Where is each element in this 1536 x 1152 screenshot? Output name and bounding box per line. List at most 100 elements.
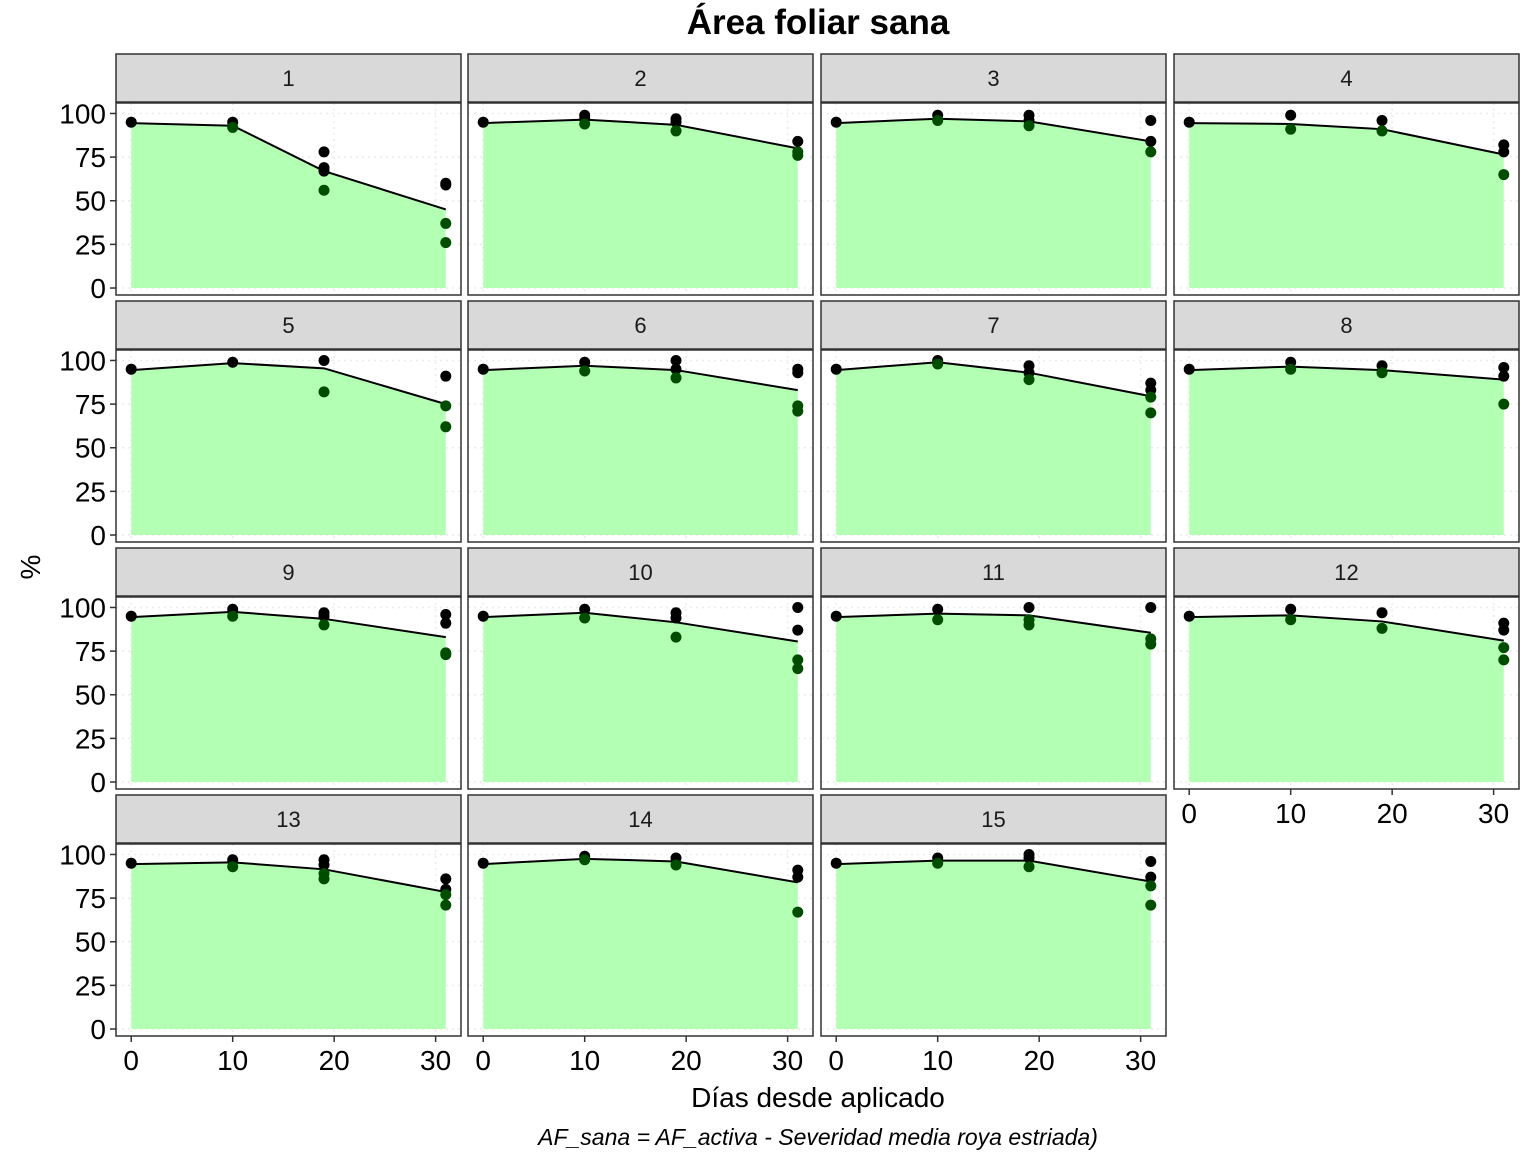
facet-panel-5: 5 xyxy=(115,300,462,543)
panel-border xyxy=(820,843,1167,1037)
facet-strip xyxy=(467,794,814,844)
area-fill xyxy=(836,860,1151,1030)
y-tick-label: 75 xyxy=(75,883,106,914)
facet-strip-label: 2 xyxy=(634,66,646,91)
mean-line xyxy=(131,122,447,211)
data-point xyxy=(440,899,452,911)
data-point xyxy=(440,179,452,191)
data-point xyxy=(227,356,239,368)
area-fill xyxy=(131,862,446,1030)
facet-strip-label: 14 xyxy=(628,807,652,832)
data-point xyxy=(579,356,591,368)
x-tick-label: 10 xyxy=(217,1045,248,1076)
facet-panel-11: 11 xyxy=(820,547,1167,790)
y-tick-label: 0 xyxy=(90,273,106,304)
data-point xyxy=(227,861,239,873)
data-point xyxy=(1023,120,1035,132)
data-point xyxy=(932,614,944,626)
facet-strip-label: 15 xyxy=(981,807,1005,832)
mean-line xyxy=(836,361,1151,398)
facet-strip-label: 5 xyxy=(282,313,294,338)
data-point xyxy=(1023,374,1035,386)
data-point xyxy=(1145,114,1157,126)
facet-strip-label: 12 xyxy=(1334,560,1358,585)
data-point xyxy=(318,619,330,631)
data-point xyxy=(318,386,330,398)
facet-strip xyxy=(467,547,814,597)
mean-line xyxy=(131,362,447,406)
data-point xyxy=(1376,607,1388,619)
facet-panel-12: 12 xyxy=(1173,547,1520,790)
y-tick-label: 0 xyxy=(90,520,106,551)
data-point xyxy=(1023,619,1035,631)
facet-panel-15: 15 xyxy=(820,794,1167,1037)
data-point xyxy=(1498,624,1510,636)
area-fill xyxy=(483,612,798,783)
facet-panel-3: 3 xyxy=(820,53,1167,296)
data-point xyxy=(1145,871,1157,883)
data-point xyxy=(1285,123,1297,135)
data-point xyxy=(1023,601,1035,613)
data-point xyxy=(670,116,682,128)
data-point xyxy=(440,649,452,661)
facet-strip-label: 6 xyxy=(634,313,646,338)
data-point xyxy=(477,610,489,622)
y-tick-label: 25 xyxy=(75,723,106,754)
facet-strip xyxy=(115,53,462,103)
x-tick-label: 30 xyxy=(1125,1045,1156,1076)
data-point xyxy=(477,116,489,128)
y-tick-label: 25 xyxy=(75,229,106,260)
data-point xyxy=(1023,852,1035,864)
y-tick-label: 100 xyxy=(59,345,106,376)
y-tick-label: 25 xyxy=(75,970,106,1001)
data-point xyxy=(1145,407,1157,419)
data-point xyxy=(830,857,842,869)
data-point xyxy=(932,857,944,869)
data-point xyxy=(670,859,682,871)
data-point xyxy=(932,603,944,615)
y-tick-label: 0 xyxy=(90,1014,106,1045)
data-point xyxy=(440,370,452,382)
data-point xyxy=(792,906,804,918)
mean-line xyxy=(483,857,798,884)
data-point xyxy=(579,612,591,624)
x-tick-label: 0 xyxy=(828,1045,844,1076)
facet-strip-label: 3 xyxy=(987,66,999,91)
x-tick-label: 10 xyxy=(922,1045,953,1076)
x-tick-label: 20 xyxy=(1377,798,1408,829)
panel-border xyxy=(467,596,814,790)
data-point xyxy=(792,871,804,883)
data-point xyxy=(670,372,682,384)
y-tick-label: 50 xyxy=(75,433,106,464)
data-point xyxy=(1498,654,1510,666)
data-point xyxy=(579,603,591,615)
facet-strip xyxy=(820,547,1167,597)
data-point xyxy=(792,135,804,147)
data-point xyxy=(125,363,137,375)
data-point xyxy=(579,118,591,130)
facet-panel-1: 1 xyxy=(115,53,462,296)
panel-border xyxy=(1173,596,1520,790)
panel-border xyxy=(115,102,462,296)
data-point xyxy=(792,149,804,161)
mean-line xyxy=(836,859,1151,883)
facet-strip-label: 4 xyxy=(1340,66,1352,91)
mean-line xyxy=(1189,365,1504,381)
data-point xyxy=(318,859,330,871)
data-point xyxy=(318,165,330,177)
x-tick-label: 10 xyxy=(569,1045,600,1076)
data-point xyxy=(440,217,452,229)
data-point xyxy=(1498,642,1510,654)
data-point xyxy=(932,114,944,126)
facet-strip xyxy=(820,794,1167,844)
panel-border xyxy=(467,349,814,543)
panel-border xyxy=(115,349,462,543)
area-fill xyxy=(836,118,1151,289)
data-point xyxy=(1376,367,1388,379)
facet-strip xyxy=(115,300,462,350)
facet-strip-label: 10 xyxy=(628,560,652,585)
facet-strip-label: 11 xyxy=(982,560,1005,585)
data-point xyxy=(932,358,944,370)
data-point xyxy=(1285,603,1297,615)
